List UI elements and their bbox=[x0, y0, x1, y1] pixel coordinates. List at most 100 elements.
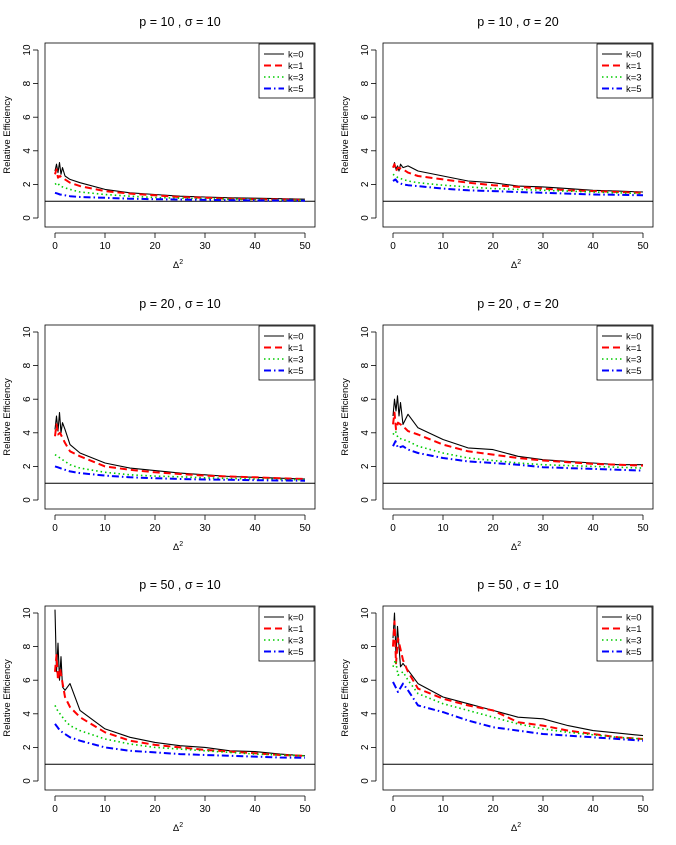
plot-frame bbox=[44, 324, 316, 510]
x-axis: 0 10 20 30 40 50 bbox=[52, 795, 311, 815]
legend-label: k=1 bbox=[626, 61, 642, 72]
series-line-k1 bbox=[54, 168, 306, 201]
x-tick-label: 0 bbox=[52, 241, 58, 252]
x-axis-label: Δ2 bbox=[511, 822, 521, 834]
legend-label: k=0 bbox=[626, 613, 642, 624]
x-tick-label: 30 bbox=[199, 523, 211, 534]
y-tick-label: 4 bbox=[360, 430, 371, 436]
x-tick-label: 30 bbox=[537, 241, 549, 252]
series-line-k5 bbox=[392, 440, 644, 472]
y-tick-label: 4 bbox=[22, 430, 33, 436]
legend-label: k=5 bbox=[626, 84, 642, 95]
y-tick-label: 2 bbox=[360, 463, 371, 469]
y-axis: 0 2 4 6 8 10 bbox=[22, 326, 39, 503]
y-tick-label: 10 bbox=[360, 326, 371, 338]
x-tick-label: 40 bbox=[249, 804, 261, 815]
y-tick-label: 2 bbox=[22, 181, 33, 187]
x-tick-label: 0 bbox=[52, 523, 58, 534]
legend-label: k=0 bbox=[626, 332, 642, 343]
x-tick-label: 10 bbox=[437, 523, 449, 534]
y-axis: 0 2 4 6 8 10 bbox=[22, 607, 39, 784]
chart-title: p = 20 , σ = 10 bbox=[139, 297, 220, 311]
legend: k=0k=1k=3k=5 bbox=[258, 606, 315, 662]
series-line-k5 bbox=[54, 465, 306, 482]
legend-label: k=3 bbox=[626, 355, 642, 366]
y-axis-label: Relative Efficiency bbox=[2, 96, 13, 174]
x-axis: 0 10 20 30 40 50 bbox=[52, 514, 311, 534]
y-tick-label: 8 bbox=[22, 80, 33, 86]
x-axis-label: Δ2 bbox=[511, 259, 521, 271]
legend-label: k=5 bbox=[626, 366, 642, 377]
legend-label: k=1 bbox=[626, 343, 642, 354]
x-axis-label-superscript: 2 bbox=[179, 259, 183, 266]
x-axis-label: Δ2 bbox=[511, 541, 521, 553]
x-tick-label: 10 bbox=[99, 804, 111, 815]
series-line-k5 bbox=[54, 191, 306, 202]
x-tick-label: 50 bbox=[299, 241, 311, 252]
legend-label: k=1 bbox=[626, 624, 642, 635]
series-group bbox=[392, 162, 644, 197]
chart-title: p = 50 , σ = 10 bbox=[139, 578, 220, 592]
y-axis: 0 2 4 6 8 10 bbox=[22, 44, 39, 221]
y-tick-label: 2 bbox=[360, 181, 371, 187]
x-tick-label: 30 bbox=[537, 804, 549, 815]
series-line-k0 bbox=[392, 612, 644, 737]
legend-label: k=5 bbox=[288, 366, 304, 377]
chart-panel: p = 10 , σ = 10 0 10 20 30 40 50 0 2 4 6 8 10 Δ2 Relat… bbox=[2, 15, 316, 271]
x-axis: 0 10 20 30 40 50 bbox=[390, 232, 649, 252]
legend: k=0k=1k=3k=5 bbox=[596, 325, 653, 381]
chart-title: p = 20 , σ = 20 bbox=[477, 297, 558, 311]
y-tick-label: 4 bbox=[22, 711, 33, 717]
x-tick-label: 30 bbox=[199, 241, 211, 252]
x-tick-label: 20 bbox=[149, 523, 161, 534]
series-line-k3 bbox=[392, 173, 644, 195]
y-tick-label: 8 bbox=[360, 80, 371, 86]
x-tick-label: 30 bbox=[199, 804, 211, 815]
chart-panel: p = 10 , σ = 20 0 10 20 30 40 50 0 2 4 6 8 10 Δ2 Relat… bbox=[340, 15, 654, 271]
y-tick-label: 2 bbox=[360, 744, 371, 750]
series-line-k0 bbox=[392, 162, 644, 193]
legend-label: k=1 bbox=[288, 343, 304, 354]
y-tick-label: 0 bbox=[360, 778, 371, 784]
chart-panel: p = 20 , σ = 10 0 10 20 30 40 50 0 2 4 6 8 10 Δ2 Relat… bbox=[2, 297, 316, 553]
chart-panel: p = 50 , σ = 10 0 10 20 30 40 50 0 2 4 6 8 10 Δ2 Relat… bbox=[2, 578, 316, 834]
y-axis-label: Relative Efficiency bbox=[2, 659, 13, 737]
legend-box bbox=[596, 325, 653, 381]
series-line-k3 bbox=[392, 430, 644, 469]
series-line-k0 bbox=[392, 395, 643, 466]
legend-box bbox=[258, 325, 315, 381]
x-tick-label: 40 bbox=[587, 804, 599, 815]
legend: k=0k=1k=3k=5 bbox=[596, 43, 653, 99]
legend: k=0k=1k=3k=5 bbox=[258, 325, 315, 381]
y-axis-label: Relative Efficiency bbox=[340, 96, 351, 174]
y-tick-label: 4 bbox=[22, 148, 33, 154]
series-group bbox=[54, 412, 306, 482]
x-tick-label: 20 bbox=[487, 804, 499, 815]
plot-frame bbox=[382, 324, 654, 510]
chart-title: p = 10 , σ = 20 bbox=[477, 15, 558, 29]
x-tick-label: 0 bbox=[390, 241, 396, 252]
y-tick-label: 8 bbox=[360, 362, 371, 368]
legend-label: k=3 bbox=[288, 636, 304, 647]
y-tick-label: 6 bbox=[360, 677, 371, 683]
x-tick-label: 40 bbox=[587, 523, 599, 534]
legend-label: k=5 bbox=[626, 647, 642, 658]
y-tick-label: 6 bbox=[22, 677, 33, 683]
legend-label: k=0 bbox=[288, 332, 304, 343]
y-tick-label: 8 bbox=[22, 362, 33, 368]
series-group bbox=[392, 612, 644, 742]
legend-label: k=5 bbox=[288, 84, 304, 95]
series-line-k1 bbox=[392, 163, 644, 194]
legend-label: k=5 bbox=[288, 647, 304, 658]
legend-label: k=1 bbox=[288, 624, 304, 635]
series-line-k1 bbox=[54, 654, 306, 757]
x-tick-label: 10 bbox=[437, 804, 449, 815]
y-tick-label: 10 bbox=[360, 44, 371, 56]
x-tick-label: 50 bbox=[299, 804, 311, 815]
x-tick-label: 20 bbox=[149, 804, 161, 815]
legend-label: k=1 bbox=[288, 61, 304, 72]
y-axis-label: Relative Efficiency bbox=[2, 378, 13, 456]
series-line-k5 bbox=[54, 723, 306, 759]
y-tick-label: 10 bbox=[22, 44, 33, 56]
